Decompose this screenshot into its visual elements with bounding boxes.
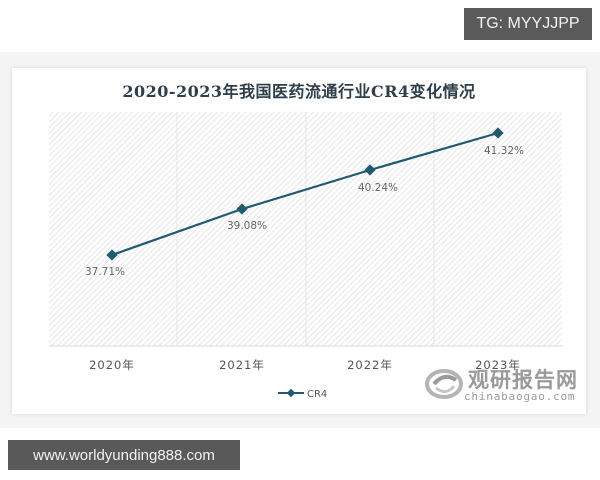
data-label-2023: 41.32% [484, 145, 524, 157]
data-label-2021: 39.08% [227, 220, 267, 232]
url-badge: www.worldyunding888.com [8, 440, 240, 470]
watermark-name: 观研报告网 [468, 368, 578, 392]
watermark-domain: chinabaogao.com [464, 390, 576, 403]
x-tick-2021: 2021年 [219, 358, 265, 372]
legend-label: CR4 [307, 389, 327, 400]
tg-badge: TG: MYYJJPP [464, 8, 592, 40]
data-label-2022: 40.24% [358, 182, 398, 194]
x-tick-2023: 2023年 [475, 358, 521, 372]
chart-title: 2020-2023年我国医药流通行业CR4变化情况 [122, 82, 476, 101]
legend-marker-icon [286, 388, 296, 398]
line-chart: 37.71% 39.08% 40.24% 41.32% 2020年 2021年 … [49, 112, 562, 400]
marker-2021 [236, 203, 248, 215]
legend: CR4 [278, 388, 327, 400]
watermark: 观研报告网 chinabaogao.com [424, 364, 584, 404]
data-label-2020: 37.71% [85, 266, 125, 278]
cr4-line [111, 131, 499, 257]
x-tick-2020: 2020年 [89, 358, 135, 372]
chart-card: 2020-2023年我国医药流通行业CR4变化情况 37.71 [12, 68, 586, 414]
watermark-logo-icon [425, 369, 463, 399]
x-tick-2022: 2022年 [347, 358, 393, 372]
